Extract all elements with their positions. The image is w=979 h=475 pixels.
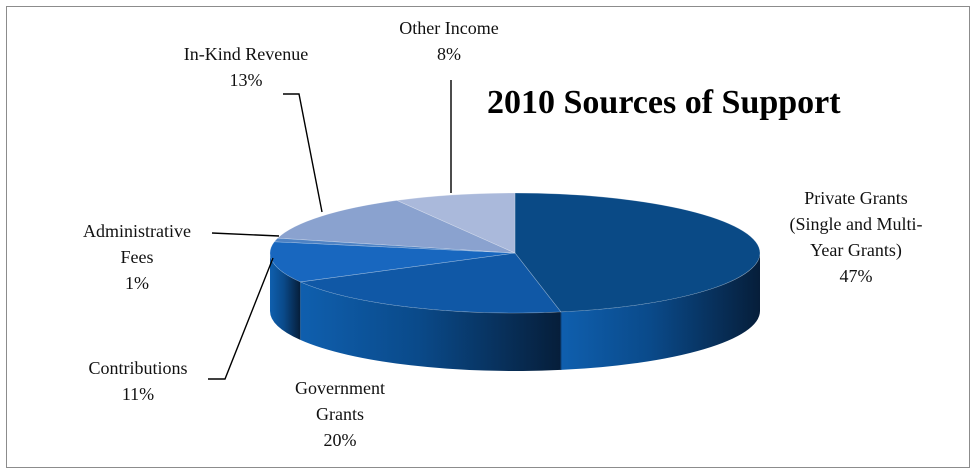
slice-percent-3: 1%: [125, 273, 149, 293]
slice-label-0-2: Year Grants): [810, 240, 902, 261]
slice-labels: Private Grants (Single and Multi- Year Gra…: [83, 18, 922, 450]
pie-slices: [269, 192, 761, 314]
leader-lines: [208, 80, 452, 380]
slice-label-3-1: Fees: [121, 247, 154, 267]
chart-title: 2010 Sources of Support: [487, 84, 841, 121]
pie-slice-4: [276, 200, 516, 254]
slice-percent-2: 11%: [122, 384, 154, 404]
pie-depth: [270, 253, 760, 371]
leader-line-1: [283, 93, 323, 213]
slice-percent-0: 47%: [840, 266, 873, 286]
slice-percent-1: 20%: [324, 430, 357, 450]
slice-percent-4: 13%: [230, 70, 263, 90]
leader-line-2: [211, 232, 280, 237]
slice-label-0-1: (Single and Multi-: [790, 214, 923, 235]
pie-side-2: [270, 253, 301, 340]
slice-label-1-1: Grants: [316, 404, 364, 424]
pie-slice-2: [269, 241, 516, 283]
pie-slice-0: [514, 192, 761, 313]
pie-slice-5: [395, 192, 516, 254]
slice-percent-5: 8%: [437, 44, 461, 64]
pie-slice-3: [273, 237, 516, 254]
pie-side-1: [300, 281, 561, 371]
pie-slice-1: [299, 252, 562, 314]
slice-label-0-0: Private Grants: [804, 188, 907, 208]
pie-side-0: [560, 253, 760, 370]
slice-label-3-0: Administrative: [83, 221, 191, 241]
slice-label-2-0: Contributions: [88, 358, 187, 378]
slice-label-5-0: Other Income: [399, 18, 498, 38]
leader-line-3: [208, 257, 274, 380]
slice-label-1-0: Government: [295, 378, 385, 398]
slice-label-4-0: In-Kind Revenue: [184, 44, 308, 64]
